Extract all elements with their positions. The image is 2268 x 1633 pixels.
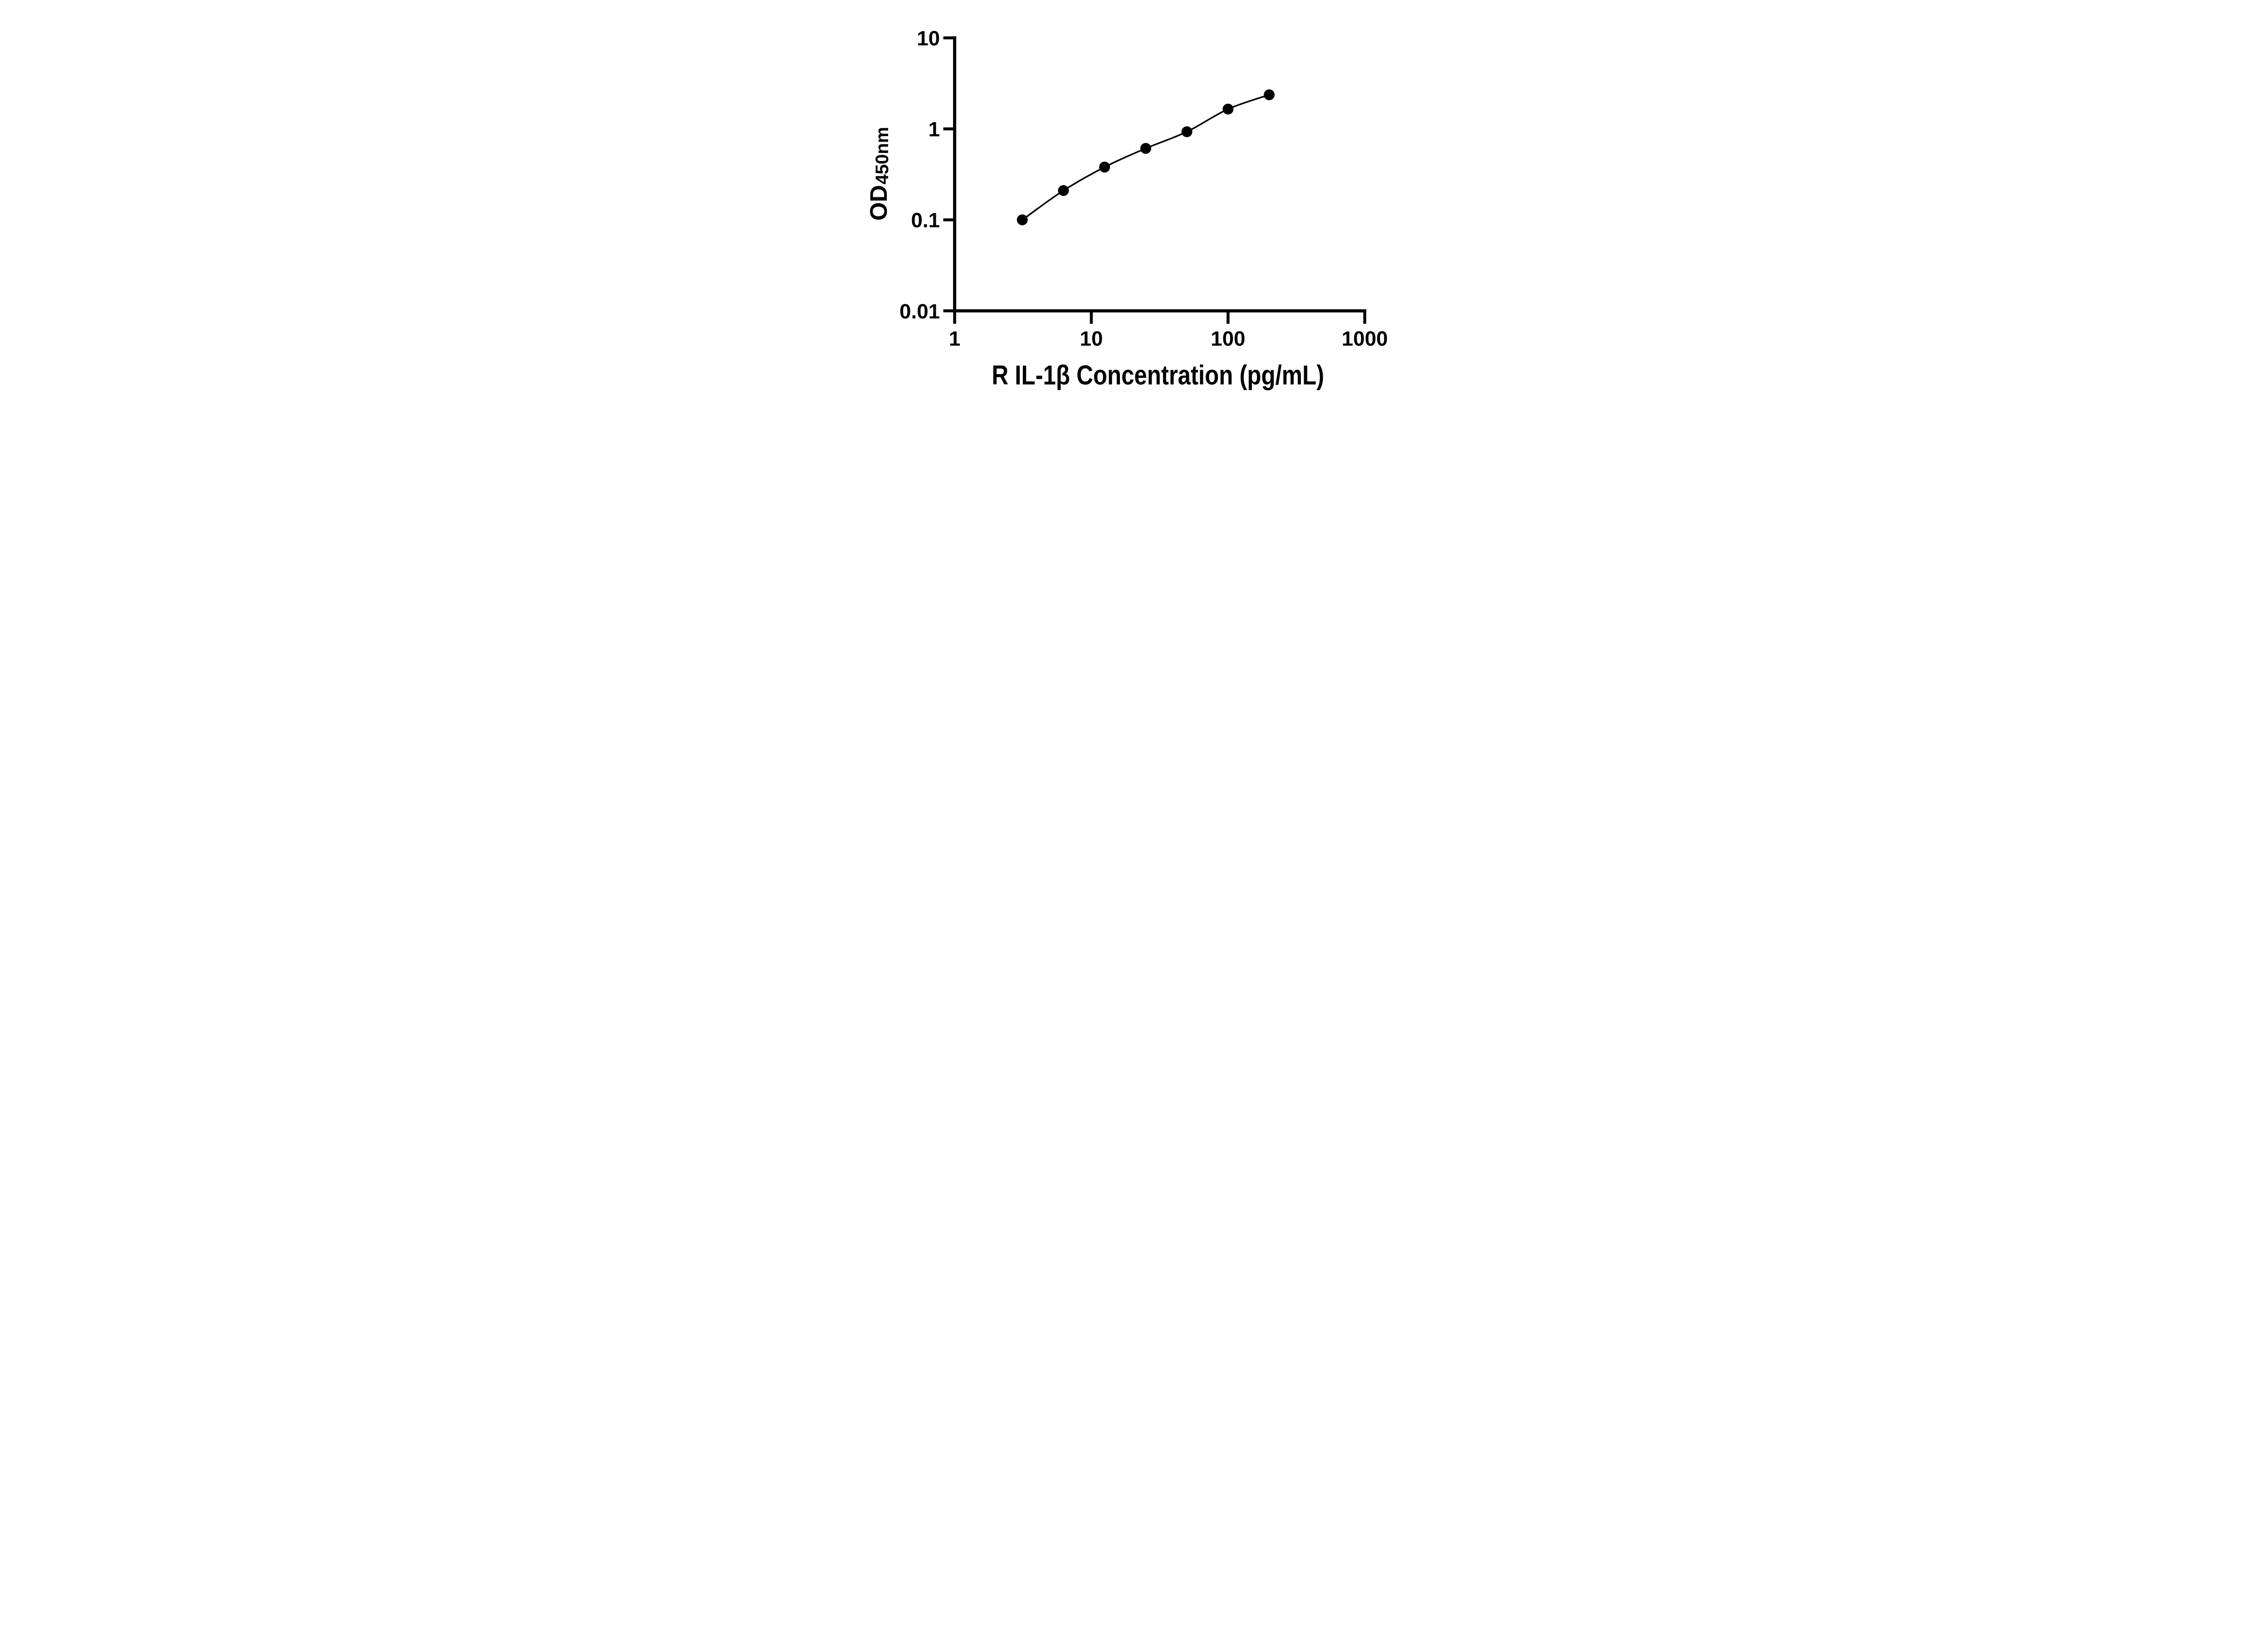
y-tick-label: 0.1 [911, 209, 940, 232]
data-series-layer [1017, 89, 1275, 225]
axes-layer: 0.01 0.1 1 10 1 10 100 1000 [899, 27, 1388, 350]
x-axis-title: R IL-1β Concentration (pg/mL) [992, 359, 1324, 390]
x-tick-label: 1000 [1342, 327, 1388, 350]
y-tick-label: 10 [917, 27, 940, 50]
elisa-standard-curve-figure: 0.01 0.1 1 10 1 10 100 1000 R IL-1β Concentrati… [842, 0, 1426, 409]
data-point [1264, 89, 1275, 100]
data-point [1181, 126, 1193, 137]
data-point [1222, 103, 1234, 115]
y-tick-label: 0.01 [899, 300, 940, 323]
y-axis-title: OD 450nm [865, 127, 892, 221]
y-axis-title-subscript: 450nm [872, 127, 892, 185]
data-point [1017, 214, 1028, 225]
elisa-standard-curve-chart: 0.01 0.1 1 10 1 10 100 1000 R IL-1β Concentrati… [842, 0, 1426, 409]
data-point [1140, 143, 1151, 154]
x-tick-label: 100 [1211, 327, 1245, 350]
y-tick-label: 1 [929, 118, 940, 141]
chart-background [842, 0, 1426, 409]
x-tick-label: 1 [949, 327, 960, 350]
data-point [1099, 161, 1110, 173]
y-axis-title-main: OD [865, 185, 892, 221]
x-tick-label: 10 [1080, 327, 1103, 350]
data-point [1058, 185, 1069, 196]
